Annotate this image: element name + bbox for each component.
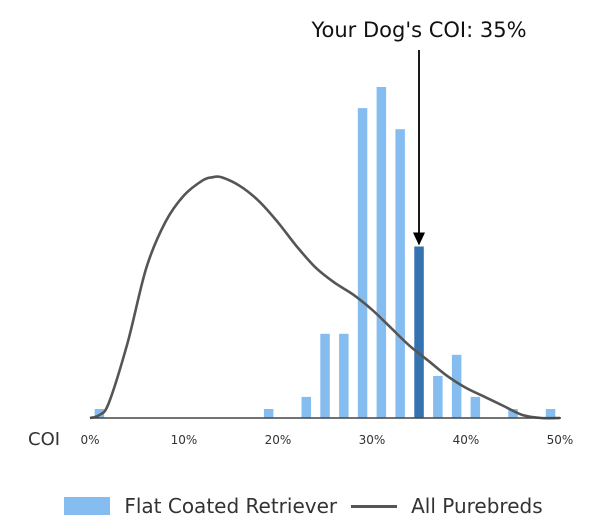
bar (433, 375, 443, 418)
bar-series (94, 87, 556, 418)
bar (301, 396, 311, 418)
x-tick-label: 40% (453, 433, 480, 447)
x-tick-label: 50% (547, 433, 574, 447)
x-tick-label: 10% (171, 433, 198, 447)
x-tick-label: 20% (265, 433, 292, 447)
x-tick-labels: 0% 10% 20% 30% 40% 50% (80, 433, 573, 447)
bar (451, 354, 462, 418)
legend-item-line: All Purebreds (351, 494, 543, 518)
annotation-arrowhead (413, 232, 425, 246)
bar (320, 333, 330, 418)
legend: Flat Coated Retriever All Purebreds (0, 488, 607, 524)
x-tick-label: 30% (359, 433, 386, 447)
legend-label-bars: Flat Coated Retriever (124, 494, 338, 518)
legend-swatch-line (351, 504, 398, 508)
legend-swatch-bars (64, 497, 111, 515)
chart: 0% 10% 20% 30% 40% 50% COI Your Dog's COI: 35… (28, 18, 573, 450)
legend-label-line: All Purebreds (411, 494, 543, 518)
x-tick-label: 0% (80, 433, 99, 447)
bar-highlight (414, 246, 424, 418)
annotation-text: Your Dog's COI: 35% (310, 18, 526, 42)
bar (470, 396, 481, 418)
bar (339, 333, 349, 418)
bar (376, 87, 387, 418)
bar (508, 409, 518, 418)
bar (545, 409, 556, 418)
legend-item-bars: Flat Coated Retriever (64, 494, 337, 518)
bar (263, 409, 274, 418)
all-purebreds-line (89, 175, 561, 420)
bar (357, 108, 368, 418)
x-axis-label: COI (28, 429, 60, 450)
bar (395, 129, 405, 418)
